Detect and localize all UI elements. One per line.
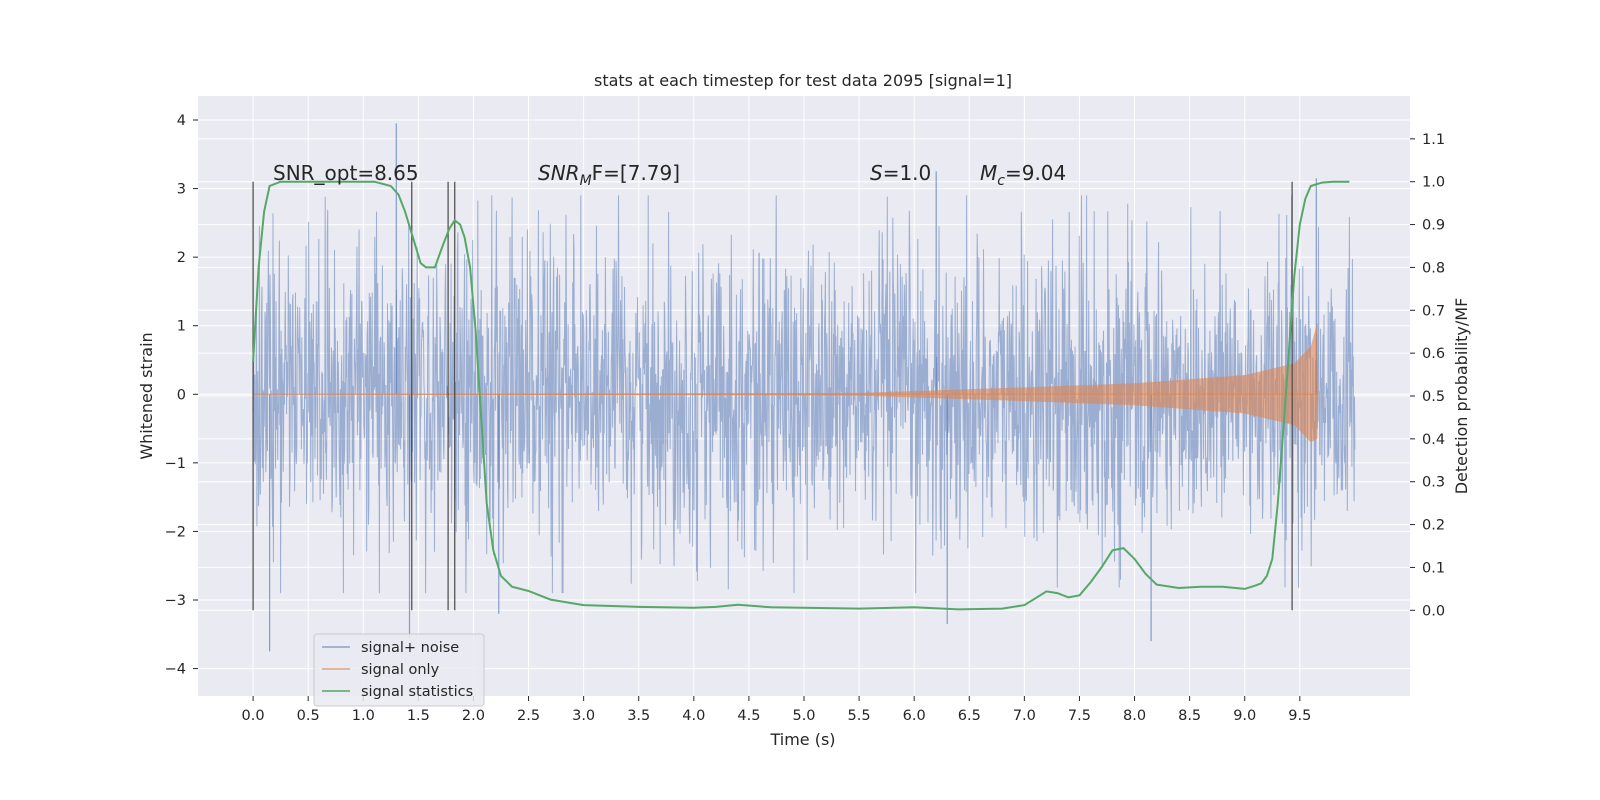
x-axis-label: Time (s) xyxy=(769,730,835,749)
y-right-tick-label: 0.2 xyxy=(1422,518,1445,534)
series-signal-noise xyxy=(252,195,1356,594)
y-right-tick-label: 0.9 xyxy=(1422,218,1445,234)
x-tick-label: 3.5 xyxy=(627,708,650,724)
legend-box xyxy=(313,633,485,707)
y-right-tick-label: 0.5 xyxy=(1422,389,1445,405)
legend-label-signal-noise: signal+ noise xyxy=(361,640,459,656)
annotation-snr-mf: SNRMF=[7.79] xyxy=(538,161,680,189)
y-right-tick-label: 1.0 xyxy=(1422,175,1445,191)
legend-label-signal-statistics: signal statistics xyxy=(361,684,473,700)
legend: signal+ noise signal only signal statist… xyxy=(313,633,485,707)
annotation-snr-mf-symbol: SNR xyxy=(538,161,580,185)
y-right-tick-label: 0.0 xyxy=(1422,603,1445,619)
y-tick-label: −4 xyxy=(165,662,186,678)
x-tick-label: 2.5 xyxy=(517,708,540,724)
y-right-tick-label: 0.3 xyxy=(1422,475,1445,491)
y-right-tick-label: 1.1 xyxy=(1422,132,1445,148)
x-tick-label: 5.0 xyxy=(792,708,815,724)
x-tick-label: 6.0 xyxy=(903,708,926,724)
x-tick-label: 5.5 xyxy=(848,708,871,724)
annotation-mc-symbol: M xyxy=(980,161,997,185)
y-tick-label: −1 xyxy=(165,456,186,472)
annotation-s-value: =1.0 xyxy=(883,161,932,185)
annotation-mc-value: =9.04 xyxy=(1005,161,1066,185)
y-axis-label: Whitened strain xyxy=(137,332,156,459)
series-signal-noise-peaks xyxy=(269,123,1317,652)
x-tick-label: 3.0 xyxy=(572,708,595,724)
y-tick-label: −3 xyxy=(165,593,186,609)
annotation-snr-mf-value: F=[7.79] xyxy=(592,161,680,185)
x-tick-label: 8.0 xyxy=(1123,708,1146,724)
x-tick-label: 9.0 xyxy=(1233,708,1256,724)
x-tick-label: 2.0 xyxy=(462,708,485,724)
x-tick-label: 4.0 xyxy=(682,708,705,724)
plot-series xyxy=(252,123,1356,652)
y-tick-label: 4 xyxy=(177,113,186,129)
x-tick-label: 7.0 xyxy=(1013,708,1036,724)
x-tick-label: 7.5 xyxy=(1068,708,1091,724)
chart-title: stats at each timestep for test data 209… xyxy=(594,71,1012,90)
y-tick-label: 2 xyxy=(177,250,186,266)
x-tick-label: 1.0 xyxy=(352,708,375,724)
x-tick-label: 6.5 xyxy=(958,708,981,724)
y-tick-label: 3 xyxy=(177,182,186,198)
annotation-s: S=1.0 xyxy=(870,161,931,185)
x-tick-label: 4.5 xyxy=(737,708,760,724)
series-signal-statistics xyxy=(252,180,1350,611)
legend-label-signal-only: signal only xyxy=(361,662,440,678)
annotation-mc: Mc=9.04 xyxy=(980,161,1066,189)
y-right-tick-label: 0.6 xyxy=(1422,346,1445,362)
y-tick-label: 1 xyxy=(177,319,186,335)
x-tick-label: 0.5 xyxy=(297,708,320,724)
y-right-axis-ticks: 1.1 1.0 0.9 0.8 0.7 0.6 0.5 0.4 0.3 0.2 0.1 0.0 xyxy=(1410,132,1445,619)
y-right-tick-label: 0.1 xyxy=(1422,560,1445,576)
x-tick-label: 1.5 xyxy=(407,708,430,724)
annotation-mc-subscript: c xyxy=(997,173,1005,189)
y-right-axis-label: Detection probability/MF xyxy=(1452,298,1471,495)
y-right-tick-label: 0.7 xyxy=(1422,303,1445,319)
x-tick-label: 8.5 xyxy=(1178,708,1201,724)
annotation-snr-opt: SNR_opt=8.65 xyxy=(273,161,419,185)
y-right-tick-label: 0.8 xyxy=(1422,260,1445,276)
y-right-tick-label: 0.4 xyxy=(1422,432,1445,448)
x-axis-ticks: 0.0 0.5 1.0 1.5 2.0 2.5 3.0 3.5 4.0 4.5 5.0 5.5 6.0 6… xyxy=(242,696,1311,724)
y-tick-label: −2 xyxy=(165,524,186,540)
x-tick-label: 9.5 xyxy=(1288,708,1311,724)
y-axis-ticks: 4 3 2 1 0 −1 −2 −3 −4 xyxy=(165,113,198,678)
vertical-markers xyxy=(252,181,1293,611)
x-tick-label: 0.0 xyxy=(242,708,265,724)
annotation-snr-mf-subscript: M xyxy=(580,173,592,189)
y-tick-label: 0 xyxy=(177,387,186,403)
annotation-s-symbol: S xyxy=(870,161,883,185)
